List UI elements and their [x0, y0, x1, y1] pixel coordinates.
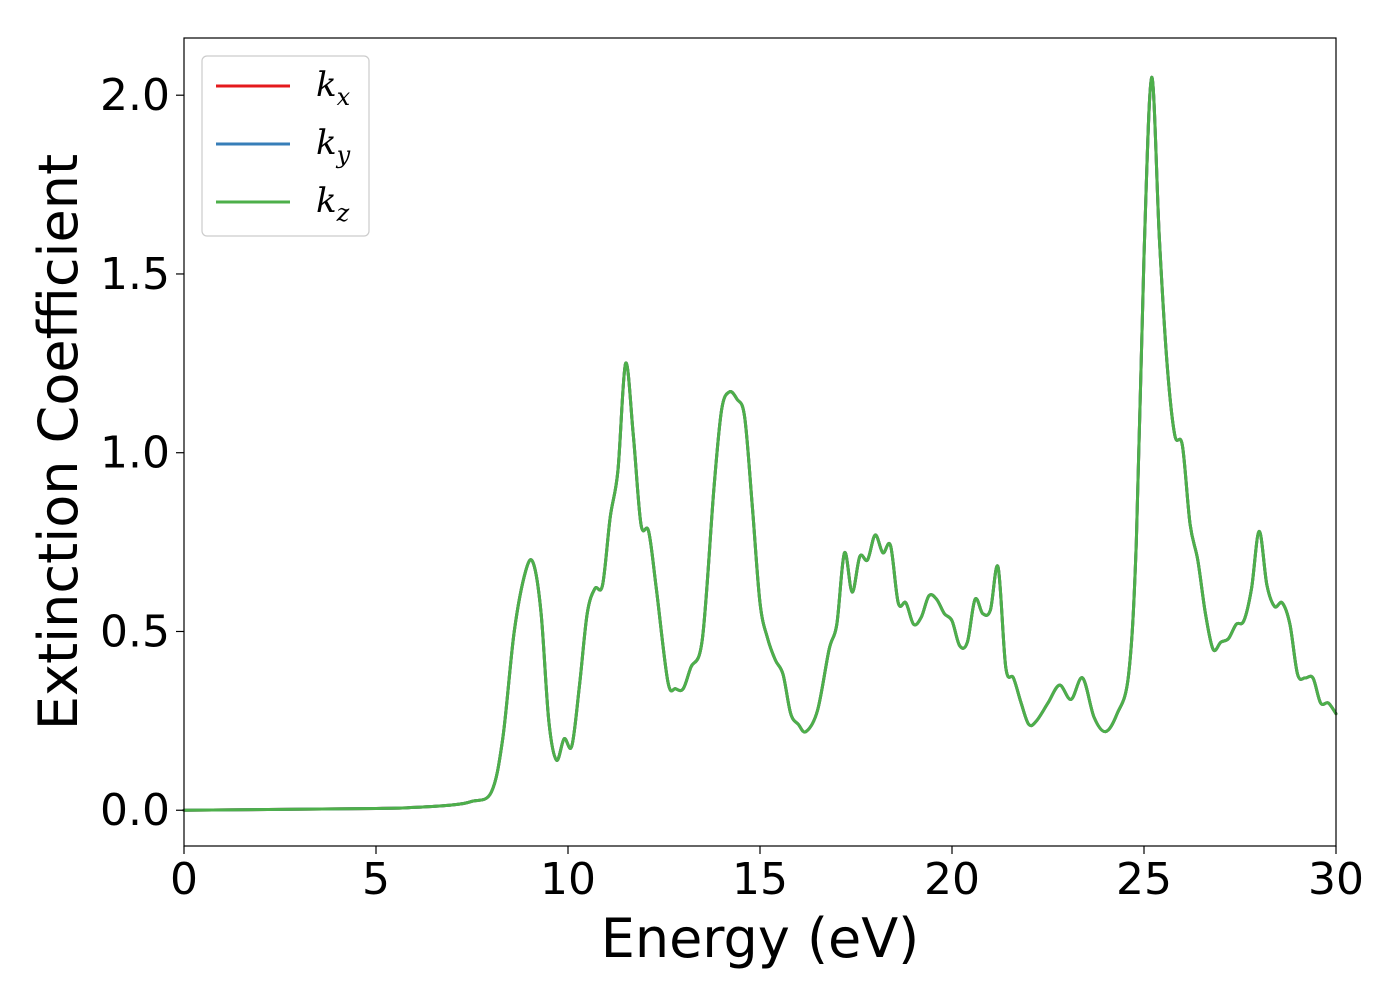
legend-label-kx: kx	[316, 65, 351, 111]
y-tick-label: 2.0	[100, 70, 170, 121]
x-axis-ticks: 0 5 10 15 20 25 30	[170, 846, 1364, 905]
legend-label-ky: ky	[316, 123, 351, 169]
legend-box	[201, 55, 370, 237]
y-axis-ticks: 0.0 0.5 1.0 1.5 2.0	[100, 70, 184, 836]
x-tick-label: 25	[1116, 854, 1172, 905]
series-layer	[182, 75, 1338, 812]
x-tick-label: 10	[540, 854, 596, 905]
x-tick-label: 5	[362, 854, 390, 905]
x-tick-label: 20	[924, 854, 980, 905]
y-tick-label: 1.5	[100, 249, 170, 300]
y-tick-label: 0.5	[100, 606, 170, 657]
y-tick-label: 0.0	[100, 785, 170, 836]
y-tick-label: 1.0	[100, 428, 170, 479]
y-axis-label: Extinction Coefficient	[27, 154, 90, 730]
x-tick-label: 15	[732, 854, 788, 905]
series-line-kz	[182, 75, 1338, 812]
x-tick-label: 30	[1308, 854, 1364, 905]
x-tick-label: 0	[170, 854, 198, 905]
x-axis-label: Energy (eV)	[601, 907, 920, 970]
